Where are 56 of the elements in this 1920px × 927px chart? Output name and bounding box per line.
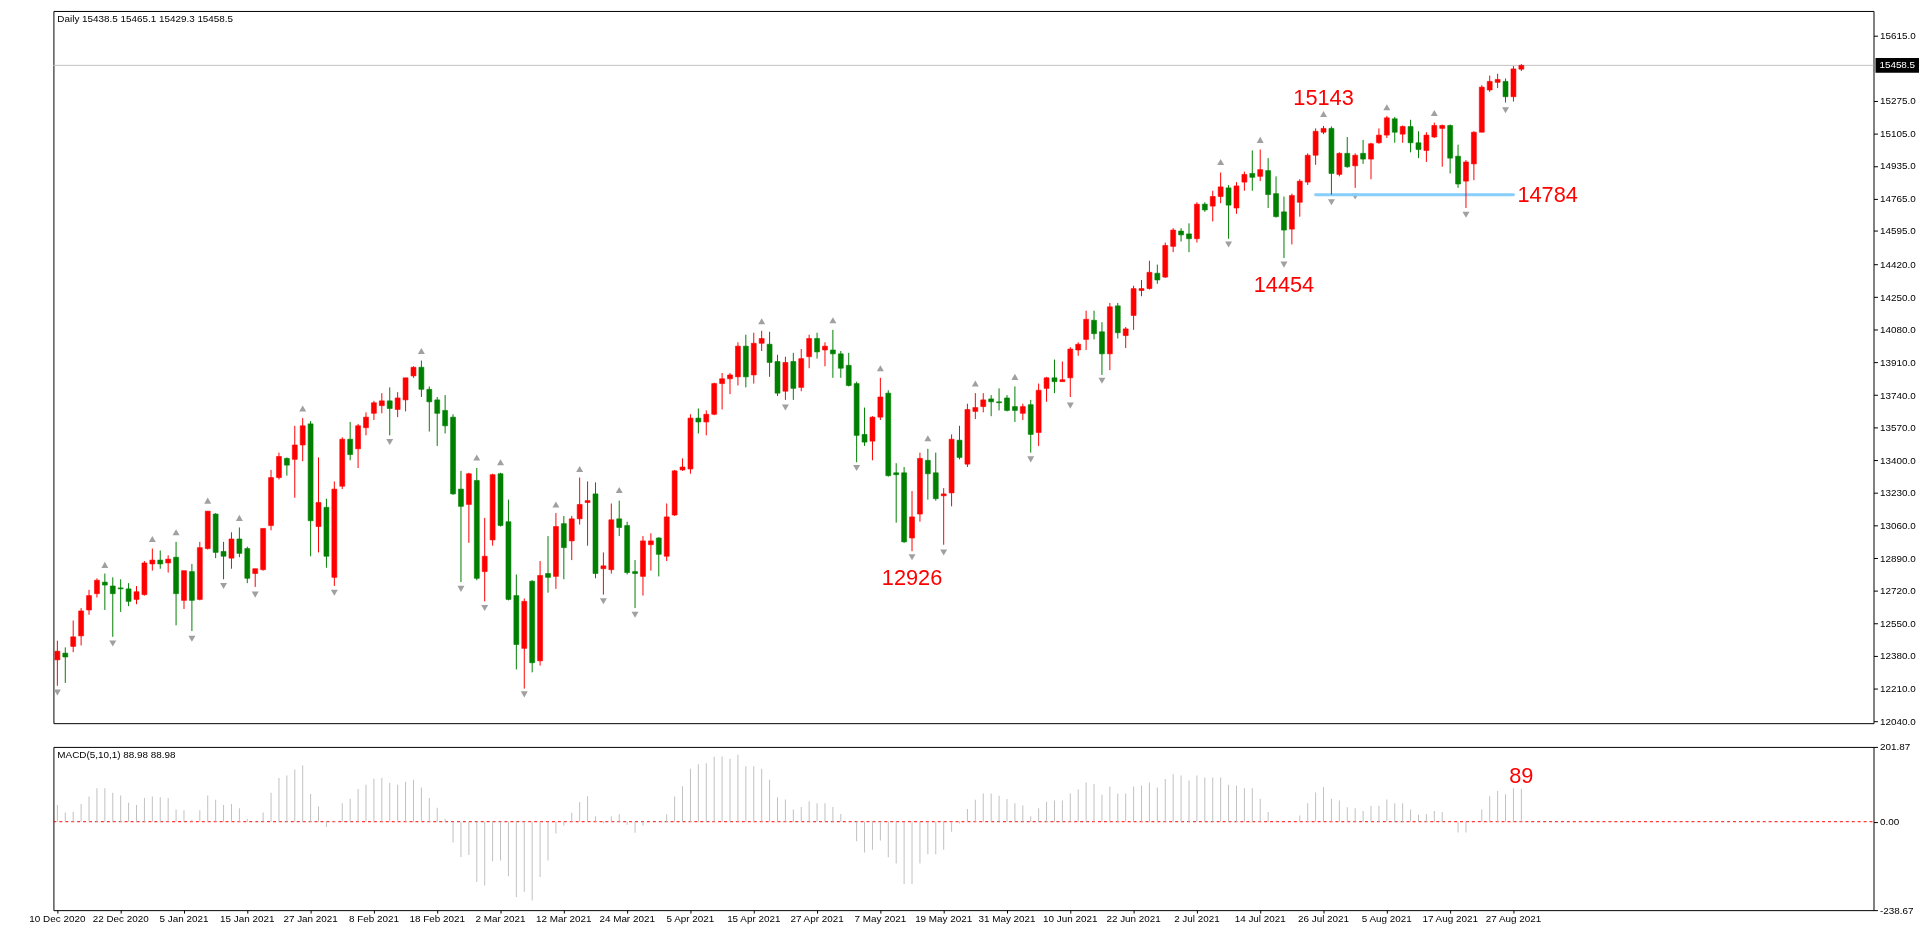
x-tick-label: 5 Apr 2021 (666, 913, 715, 925)
x-tick-label: 14 Jul 2021 (1234, 913, 1287, 925)
y-tick-label: 13400.0 (1879, 454, 1917, 466)
y-tick-label: 15275.0 (1879, 95, 1917, 107)
x-tick-label: 10 Dec 2020 (29, 913, 86, 925)
y-tick-label: 14765.0 (1879, 192, 1917, 204)
x-tick-label: 10 Jun 2021 (1043, 913, 1098, 925)
x-tick-label: 31 May 2021 (978, 913, 1037, 925)
y-tick-label: 12550.0 (1879, 617, 1917, 629)
y-tick-label: 13230.0 (1879, 487, 1917, 499)
x-tick-label: 2 Mar 2021 (475, 913, 526, 925)
y-tick-label: 14595.0 (1879, 225, 1917, 237)
x-tick-label: 7 May 2021 (854, 913, 907, 925)
x-tick-label: 26 Jul 2021 (1297, 913, 1350, 925)
y-tick-label: -238.67 (1879, 904, 1914, 916)
y-tick-label: 13740.0 (1879, 389, 1917, 401)
y-tick-label: 12210.0 (1879, 683, 1917, 695)
y-tick-label: 0.00 (1879, 816, 1900, 828)
x-tick-label: 5 Aug 2021 (1361, 913, 1413, 925)
x-tick-label: 19 May 2021 (915, 913, 973, 925)
annotation: 14454 (1253, 271, 1315, 297)
data-label: 14784 (1517, 181, 1578, 207)
y-tick-label: 14250.0 (1879, 291, 1917, 303)
x-tick-label: 15 Jan 2021 (220, 913, 275, 925)
y-tick-label: 13910.0 (1879, 356, 1917, 368)
y-tick-label: 14935.0 (1879, 160, 1917, 172)
x-tick-label: 17 Aug 2021 (1422, 913, 1479, 925)
x-tick-label: 22 Jun 2021 (1106, 913, 1162, 925)
y-tick-label: 12720.0 (1879, 585, 1917, 597)
y-tick-label: 14080.0 (1879, 324, 1917, 336)
x-tick-label: 22 Dec 2020 (92, 913, 150, 925)
chart-title: Daily 15438.5 15465.1 15429.3 15458.5 (57, 12, 234, 24)
x-tick-label: 24 Mar 2021 (599, 913, 656, 925)
x-tick-label: 18 Feb 2021 (409, 913, 466, 925)
data-label: 89 (1509, 762, 1534, 788)
annotation: 12926 (881, 564, 943, 590)
x-tick-label: 5 Jan 2021 (159, 913, 209, 925)
ref-line-label: 15458.5 (1879, 59, 1916, 71)
y-tick-label: 12040.0 (1879, 715, 1917, 727)
x-tick-label: 27 Jan 2021 (283, 913, 339, 925)
x-tick-label: 27 Apr 2021 (790, 913, 845, 925)
chart-title: MACD(5,10,1) 88.98 88.98 (57, 748, 176, 760)
y-tick-label: 15615.0 (1879, 29, 1917, 41)
x-tick-label: 27 Aug 2021 (1485, 913, 1542, 925)
x-tick-label: 8 Feb 2021 (348, 913, 400, 925)
y-tick-label: 12380.0 (1879, 650, 1917, 662)
annotation: 15143 (1293, 85, 1354, 111)
y-tick-label: 12890.0 (1879, 552, 1917, 564)
y-tick-label: 13570.0 (1879, 422, 1917, 434)
x-tick-label: 15 Apr 2021 (727, 913, 781, 925)
x-tick-label: 12 Mar 2021 (536, 913, 593, 925)
y-tick-label: 15105.0 (1879, 127, 1917, 139)
x-tick-label: 2 Jul 2021 (1174, 913, 1221, 925)
y-tick-label: 13060.0 (1879, 520, 1917, 532)
y-tick-label: 14420.0 (1879, 259, 1917, 271)
y-tick-label: 201.87 (1879, 741, 1911, 753)
